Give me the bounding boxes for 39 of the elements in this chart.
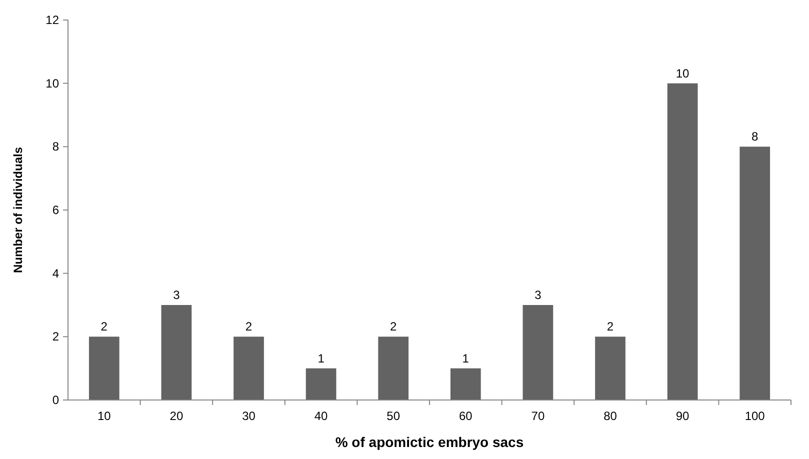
data-label: 3	[534, 288, 542, 302]
data-label: 3	[173, 288, 180, 302]
bar	[595, 336, 626, 400]
x-tick-label: 70	[531, 409, 545, 423]
bar	[740, 146, 770, 400]
data-label: 8	[752, 130, 759, 144]
bar	[88, 336, 120, 400]
bar	[378, 336, 409, 400]
y-axis-title: Number of individuals	[11, 146, 25, 274]
data-label: 2	[606, 320, 614, 334]
bar	[161, 305, 192, 400]
data-label: 1	[318, 351, 325, 366]
y-tick-label: 12	[46, 13, 60, 27]
data-label: 2	[245, 320, 252, 334]
x-tick-label: 20	[170, 409, 184, 423]
x-tick-label: 80	[604, 409, 618, 423]
x-tick-label: 10	[97, 409, 112, 423]
y-tick-label: 4	[52, 266, 60, 280]
x-tick-label: 50	[386, 409, 400, 423]
data-label: 10	[676, 66, 690, 80]
bar	[450, 368, 481, 400]
bar	[234, 336, 264, 400]
bar	[667, 83, 698, 400]
x-tick-label: 90	[676, 409, 690, 423]
y-tick-label: 2	[52, 330, 60, 344]
y-tick-label: 6	[52, 203, 60, 217]
x-tick-label: 40	[314, 409, 328, 423]
x-tick-label: 30	[242, 409, 256, 423]
x-tick-label: 60	[458, 409, 473, 423]
x-tick-label: 100	[744, 409, 766, 423]
data-label: 2	[390, 320, 398, 334]
y-tick-label: 8	[52, 140, 60, 154]
x-axis-title: % of apomictic embryo sacs	[335, 434, 524, 450]
y-tick-label: 0	[52, 393, 60, 407]
data-label: 1	[462, 351, 470, 366]
data-label: 2	[100, 320, 108, 334]
bar	[306, 368, 336, 400]
bar	[522, 305, 554, 400]
y-tick-label: 10	[46, 76, 60, 90]
